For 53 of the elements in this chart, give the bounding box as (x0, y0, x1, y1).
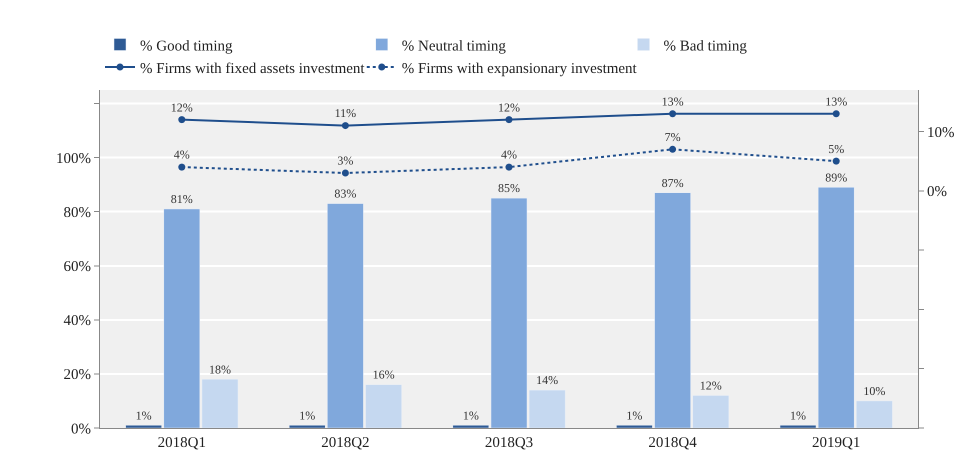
data-label: 13% (825, 94, 848, 108)
y-tick-label: 60% (64, 259, 91, 276)
data-label: 11% (334, 106, 356, 120)
data-label: 12% (170, 100, 193, 114)
point (832, 158, 840, 165)
data-label: 5% (828, 142, 844, 156)
data-label: 1% (626, 408, 642, 422)
data-label: 18% (208, 362, 231, 376)
y2-tick-label: 0% (927, 184, 947, 200)
y-tick-label: 80% (64, 204, 91, 221)
data-label: 4% (501, 148, 517, 162)
y-tick-label: 0% (71, 421, 91, 438)
legend-label: % Neutral timing (402, 38, 506, 54)
data-label: 12% (498, 100, 520, 114)
y-tick-label: 20% (64, 367, 91, 384)
data-label: 10% (863, 384, 886, 398)
data-label: 12% (700, 378, 722, 393)
data-label: 7% (664, 130, 681, 144)
data-label: 85% (498, 181, 520, 196)
x-tick-label: 2018Q1 (158, 435, 206, 451)
point (506, 116, 512, 124)
point (342, 170, 349, 177)
point (178, 164, 186, 171)
data-label: 4% (174, 148, 190, 162)
x-tick-label: 2018Q4 (648, 435, 698, 451)
data-label: 14% (536, 373, 558, 388)
point (342, 122, 349, 130)
data-label: 13% (662, 94, 684, 108)
point (506, 164, 512, 171)
legend-label: % Firms with expansionary investment (402, 60, 638, 77)
point (178, 116, 186, 124)
data-label: 89% (825, 170, 848, 184)
y2-tick-label: 10% (927, 124, 954, 141)
y-tick-label: 100% (56, 150, 91, 167)
x-tick-label: 2019Q1 (812, 435, 860, 451)
data-label: 1% (462, 408, 479, 422)
x-tick-label: 2018Q3 (484, 435, 534, 451)
x-tick-label: 2018Q2 (321, 435, 370, 451)
legend-label: % Bad timing (664, 38, 748, 54)
data-label: 81% (170, 192, 193, 206)
data-label: 1% (790, 408, 806, 422)
y-tick-label: 40% (64, 313, 91, 330)
data-label: 16% (372, 368, 395, 382)
point (832, 110, 840, 118)
data-label: 1% (136, 408, 152, 422)
point (669, 110, 676, 118)
data-label: 1% (299, 408, 316, 422)
legend-label: % Firms with fixed assets investment (140, 60, 366, 77)
data-label: 83% (334, 186, 356, 201)
point (669, 146, 676, 153)
data-label: 87% (662, 176, 684, 190)
legend-label: % Good timing (140, 38, 233, 54)
data-label: 3% (337, 154, 354, 168)
